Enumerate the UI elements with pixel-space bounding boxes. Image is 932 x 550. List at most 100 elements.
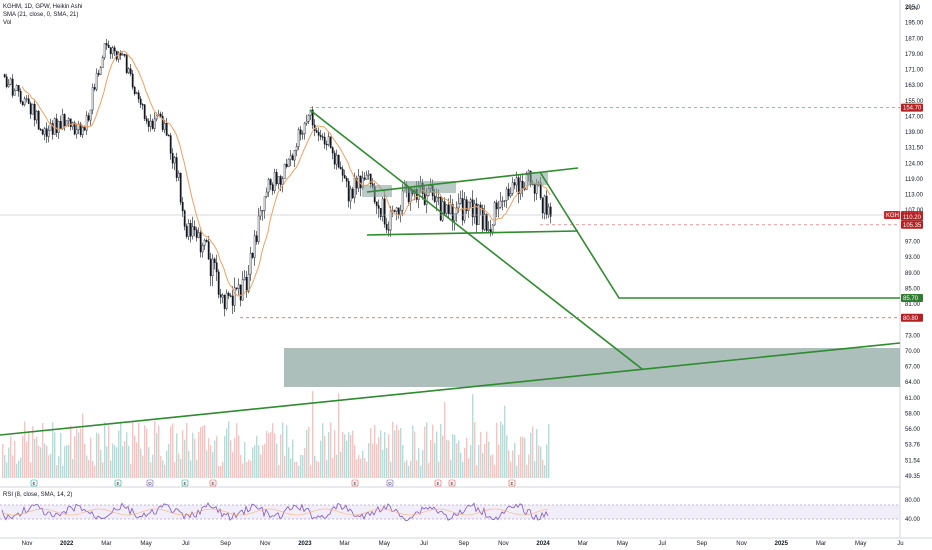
candle bbox=[217, 269, 220, 299]
candle bbox=[473, 199, 476, 224]
candle-body bbox=[129, 68, 132, 75]
candle-body bbox=[25, 98, 28, 100]
candle-body bbox=[301, 133, 304, 135]
candle-body bbox=[175, 157, 178, 178]
candle bbox=[177, 170, 180, 182]
candle bbox=[197, 227, 200, 239]
volume-bar bbox=[132, 421, 134, 478]
candle-body bbox=[447, 204, 450, 214]
volume-bar bbox=[178, 453, 180, 478]
candle-body bbox=[493, 202, 496, 226]
candle-body bbox=[193, 226, 196, 231]
volume-bar bbox=[546, 444, 548, 478]
volume-bar bbox=[362, 450, 364, 478]
candle-body bbox=[317, 131, 320, 136]
volume-bar bbox=[38, 445, 40, 478]
volume-bar bbox=[50, 453, 52, 478]
candle-body bbox=[39, 129, 42, 131]
volume-bar bbox=[366, 461, 368, 478]
candle bbox=[489, 219, 492, 237]
candle bbox=[383, 191, 386, 228]
candle-body bbox=[311, 109, 314, 126]
volume-bar bbox=[320, 440, 322, 478]
candle-body bbox=[349, 188, 352, 202]
price-tick-label: 89.00 bbox=[905, 271, 921, 277]
candle bbox=[545, 190, 548, 219]
volume-bar bbox=[32, 426, 34, 478]
candle-body bbox=[213, 258, 216, 263]
volume-bar bbox=[216, 436, 218, 478]
candle bbox=[549, 202, 552, 224]
event-marker bbox=[448, 479, 456, 487]
volume-bar bbox=[8, 447, 10, 478]
price-tick-label: 195.00 bbox=[905, 21, 924, 27]
candle-body bbox=[315, 130, 318, 133]
volume-bar bbox=[340, 451, 342, 478]
price-label-text: 154.70 bbox=[903, 106, 922, 112]
symbol-title[interactable]: KGHM, 1D, GPW, Heikin Ashi bbox=[3, 4, 83, 10]
candle bbox=[303, 122, 306, 140]
candle-body bbox=[305, 121, 308, 124]
candle-body bbox=[377, 205, 380, 209]
volume-legend[interactable]: Vol bbox=[3, 20, 12, 26]
candle bbox=[35, 110, 38, 124]
candle bbox=[29, 101, 32, 119]
candle bbox=[179, 172, 182, 205]
candle bbox=[11, 74, 14, 98]
candle-body bbox=[163, 123, 166, 130]
candle bbox=[297, 127, 300, 151]
candle-body bbox=[127, 68, 130, 73]
volume-bar bbox=[462, 461, 464, 478]
candle-body bbox=[471, 199, 474, 218]
price-label-text: 80.80 bbox=[903, 316, 919, 322]
candle-body bbox=[345, 178, 348, 182]
rsi-legend[interactable]: RSI (8, close, SMA, 14, 2) bbox=[3, 492, 73, 498]
volume-bar bbox=[274, 433, 276, 478]
candle-body bbox=[501, 200, 504, 202]
candle-body bbox=[121, 53, 124, 56]
candle bbox=[133, 85, 136, 96]
volume-bar bbox=[26, 441, 28, 478]
volume-bar bbox=[376, 444, 378, 478]
candle-body bbox=[307, 115, 310, 122]
time-tick-label: Mar bbox=[816, 541, 826, 547]
candle bbox=[301, 130, 304, 140]
time-tick-label: Mar bbox=[578, 541, 588, 547]
candle-body bbox=[109, 47, 112, 55]
candle bbox=[339, 161, 342, 170]
candle-body bbox=[95, 73, 98, 90]
candle-body bbox=[363, 177, 366, 180]
candle-body bbox=[171, 153, 174, 164]
candle-body bbox=[105, 43, 108, 46]
candle bbox=[319, 129, 322, 141]
candle-body bbox=[351, 188, 354, 199]
candle-body bbox=[9, 78, 12, 85]
candle-body bbox=[207, 241, 210, 260]
volume-bar bbox=[198, 432, 200, 478]
candle-body bbox=[215, 262, 218, 273]
candle bbox=[257, 207, 260, 245]
candle-body bbox=[53, 118, 56, 135]
volume-bar bbox=[408, 465, 410, 478]
candle-body bbox=[67, 118, 70, 122]
volume-bar bbox=[96, 432, 98, 478]
candle bbox=[97, 69, 100, 77]
candle-body bbox=[281, 178, 284, 185]
candle-body bbox=[263, 196, 266, 211]
candle bbox=[233, 277, 236, 312]
candle bbox=[331, 146, 334, 160]
candle-body bbox=[103, 43, 106, 58]
candle bbox=[345, 175, 348, 188]
candle bbox=[131, 70, 134, 90]
sma-legend[interactable]: SMA (21, close, 0, SMA, 21) bbox=[3, 12, 79, 18]
price-tick-label: 67.00 bbox=[905, 365, 921, 371]
candle-body bbox=[491, 224, 494, 233]
candle bbox=[251, 252, 254, 259]
price-tick-label: 70.00 bbox=[905, 349, 921, 355]
candle bbox=[223, 294, 226, 317]
candle-body bbox=[185, 226, 188, 237]
volume-bar bbox=[522, 437, 524, 478]
volume-bar bbox=[360, 458, 362, 478]
time-tick-label: Mar bbox=[101, 541, 111, 547]
